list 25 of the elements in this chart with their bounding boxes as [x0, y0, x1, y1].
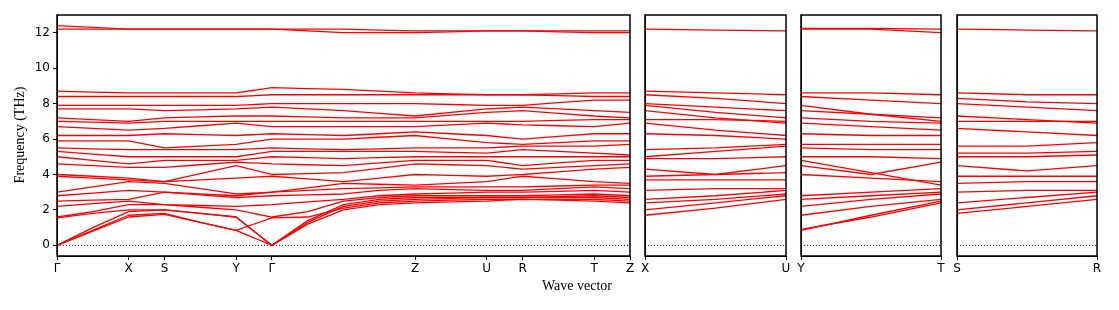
x-tick-label: T — [589, 261, 599, 276]
x-tick-label: Z — [411, 261, 420, 276]
x-tick-label: Z — [625, 261, 635, 276]
y-tick-label: 2 — [42, 202, 50, 217]
x-tick-label: U — [482, 261, 492, 276]
x-tick-label: U — [781, 261, 791, 276]
x-tick-label: Y — [231, 261, 241, 276]
x-tick-label: X — [640, 261, 650, 276]
y-tick-label: 12 — [34, 24, 50, 39]
y-tick-label: 6 — [42, 131, 50, 146]
x-tick-label: Γ — [53, 261, 61, 276]
x-tick-label: S — [953, 261, 961, 276]
x-tick-label: T — [936, 261, 946, 276]
x-tick-label: R — [518, 261, 527, 276]
y-tick-label: 0 — [42, 237, 50, 252]
y-axis-title: Frequency (THz) — [12, 86, 28, 184]
y-tick-label: 8 — [42, 95, 50, 110]
x-tick-label: Γ — [268, 261, 276, 276]
y-tick-label: 4 — [42, 166, 50, 181]
x-tick-label: Y — [796, 261, 806, 276]
x-tick-label: X — [124, 261, 133, 276]
x-tick-label: S — [160, 261, 169, 276]
x-axis-title: Wave vector — [542, 278, 612, 294]
y-tick-label: 10 — [34, 60, 50, 75]
x-tick-label: R — [1092, 261, 1102, 276]
